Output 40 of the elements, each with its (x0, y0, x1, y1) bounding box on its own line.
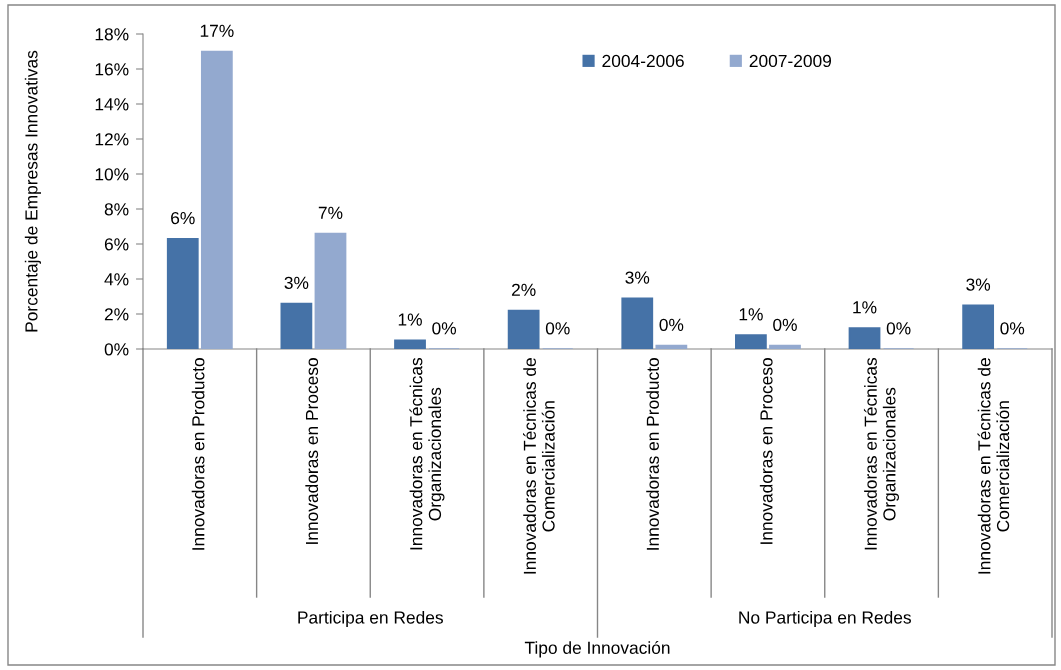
data-label: 6% (171, 211, 195, 225)
text: No Participa en Redes (739, 610, 911, 628)
data-label: 3% (284, 276, 309, 289)
x-tick-label: Innovadoras en Producto (191, 358, 205, 550)
data-label: 3% (625, 271, 650, 284)
x-tick-label: Innovadoras en Técnicas Organizacionales (863, 357, 899, 550)
text: Participa en Redes (298, 610, 443, 628)
legend-label: 2004-2006 (602, 54, 684, 68)
x-tick-label: Innovadoras en Técnicas de Comercialización (523, 358, 555, 574)
y-tick-label: 16% (95, 63, 129, 76)
data-label: 0% (886, 322, 911, 335)
y-tick-label: 10% (95, 168, 129, 181)
data-label: 1% (853, 301, 877, 314)
x-tick-label: Innovadoras en Proceso (759, 358, 773, 544)
y-tick-label: 18% (95, 28, 129, 41)
data-label: 17% (200, 24, 234, 37)
x-tick-label: Innovadoras en Producto (646, 358, 659, 550)
data-label: 3% (966, 278, 991, 291)
x-axis-title: Tipo de Innovación (524, 641, 670, 658)
data-label: 1% (739, 308, 763, 321)
y-tick-label: 14% (95, 98, 129, 111)
data-label: 0% (545, 322, 570, 335)
data-label: 0% (1000, 322, 1025, 335)
x-tick-label: Innovadoras en Proceso (305, 358, 319, 544)
y-tick-label: 4% (104, 273, 129, 286)
y-axis-title: Porcentaje de Empresas Innovativas (24, 50, 41, 332)
data-label: 2% (511, 283, 536, 296)
data-label: 7% (318, 206, 343, 219)
data-label: 0% (773, 318, 797, 331)
data-label: 1% (398, 313, 422, 326)
y-tick-label: 0% (104, 343, 129, 356)
x-tick-label: Innovadoras en Técnicas de Comercialización (977, 358, 1010, 574)
y-tick-label: 8% (104, 203, 129, 216)
data-label: 0% (659, 318, 684, 331)
x-tick-label: Innovadoras en Técnicas Organizacionales (409, 357, 445, 550)
y-tick-label: 6% (104, 238, 129, 251)
data-label: 0% (432, 322, 457, 335)
y-tick-label: 2% (104, 308, 129, 321)
legend-label: 2007-2009 (749, 54, 832, 68)
y-tick-label: 12% (95, 133, 129, 146)
